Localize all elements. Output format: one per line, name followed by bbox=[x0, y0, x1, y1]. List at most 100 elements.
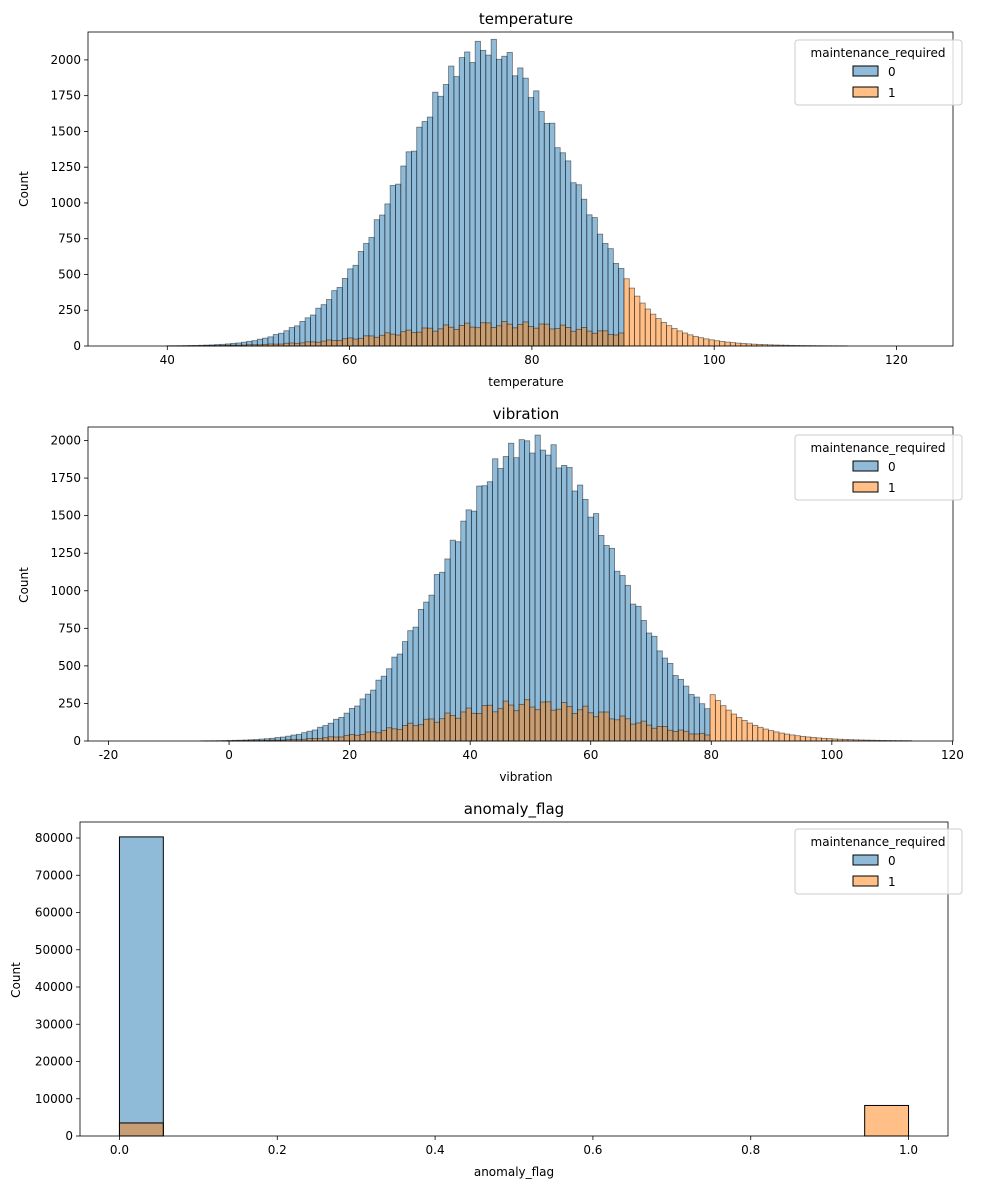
legend-label-1: 1 bbox=[888, 875, 896, 889]
bar-class-1 bbox=[439, 718, 446, 742]
bar-class-0 bbox=[522, 77, 529, 347]
bar-class-0 bbox=[476, 485, 483, 742]
bar-class-0 bbox=[368, 237, 375, 347]
bar-class-1 bbox=[405, 329, 412, 347]
bar-class-1 bbox=[416, 331, 423, 347]
bar-class-1 bbox=[730, 713, 737, 742]
y-tick-label: 2000 bbox=[50, 434, 81, 448]
bar-class-1 bbox=[709, 694, 716, 742]
bar-class-1 bbox=[370, 731, 377, 742]
bar-class-0 bbox=[449, 539, 456, 742]
bar-class-0 bbox=[571, 490, 578, 742]
bar-class-1 bbox=[417, 724, 425, 742]
bar-class-1 bbox=[725, 709, 732, 742]
bar-class-1 bbox=[485, 322, 492, 347]
bar-class-1 bbox=[794, 735, 801, 742]
bar-class-1 bbox=[448, 326, 455, 347]
x-tick-label: 0.6 bbox=[583, 1143, 602, 1157]
bar-class-1 bbox=[571, 713, 578, 742]
x-tick-label: 1.0 bbox=[899, 1143, 918, 1157]
bar-class-1 bbox=[412, 725, 419, 742]
bar-class-1 bbox=[603, 711, 610, 742]
x-tick-label: 100 bbox=[820, 748, 843, 762]
bar-class-1 bbox=[333, 736, 340, 742]
bar-class-1 bbox=[465, 707, 472, 742]
x-tick-label: 0 bbox=[225, 748, 233, 762]
bar-class-1 bbox=[692, 335, 699, 347]
bar-class-0 bbox=[464, 51, 471, 347]
bar-class-0 bbox=[581, 198, 588, 347]
y-axis-label: Count bbox=[17, 171, 31, 207]
bar-class-1 bbox=[682, 332, 689, 347]
y-tick-label: 500 bbox=[58, 659, 81, 673]
plot-frame bbox=[87, 31, 954, 347]
chart-title: vibration bbox=[493, 405, 560, 423]
bar-class-0 bbox=[543, 122, 550, 347]
bar-class-0 bbox=[667, 662, 674, 742]
x-tick-label: 60 bbox=[583, 748, 598, 762]
bar-class-1 bbox=[320, 340, 327, 347]
bar-class-1 bbox=[815, 737, 822, 742]
bar-class-1 bbox=[666, 325, 673, 347]
bar-class-1 bbox=[437, 328, 444, 347]
bar-class-1 bbox=[735, 342, 742, 347]
bar-class-1 bbox=[704, 734, 711, 742]
bar-class-1 bbox=[433, 721, 440, 742]
bar-class-1 bbox=[586, 330, 593, 347]
bar-class-1 bbox=[359, 734, 366, 742]
bar-class-1 bbox=[539, 701, 547, 742]
bar-class-0 bbox=[417, 609, 425, 742]
bar-class-0 bbox=[587, 516, 594, 742]
bar-class-1 bbox=[533, 327, 540, 347]
bar-class-1 bbox=[347, 337, 354, 347]
bar-class-0 bbox=[453, 76, 460, 347]
bar-class-1 bbox=[762, 728, 769, 742]
bar-class-0 bbox=[460, 520, 467, 742]
plot-area: -20 0 20 40 60 80 100 120 0 250 500 750 1000 1250 1500… bbox=[50, 426, 964, 762]
bar-class-1 bbox=[597, 330, 604, 347]
plot-frame bbox=[79, 821, 949, 1137]
bar-class-1 bbox=[607, 334, 614, 347]
bar-class-0 bbox=[426, 116, 434, 347]
y-tick-label: 750 bbox=[58, 232, 81, 246]
bar-class-1 bbox=[640, 720, 647, 742]
bar-class-1 bbox=[799, 735, 806, 742]
plot-frame bbox=[87, 426, 954, 742]
legend-swatch-0 bbox=[852, 460, 879, 472]
bar-class-1 bbox=[299, 342, 306, 347]
legend: maintenance_required 0 1 bbox=[794, 828, 963, 895]
bar-class-1 bbox=[667, 729, 674, 742]
y-tick-label: 60000 bbox=[35, 906, 73, 920]
bar-class-1 bbox=[554, 328, 561, 347]
bar-class-0 bbox=[517, 67, 524, 347]
y-tick-label: 1750 bbox=[50, 89, 81, 103]
bar-class-0 bbox=[496, 58, 503, 347]
bar-class-1 bbox=[421, 327, 428, 347]
bar-class-1 bbox=[315, 341, 322, 347]
bar-class-0 bbox=[331, 290, 338, 347]
bar-class-0 bbox=[592, 513, 600, 742]
bar-class-1 bbox=[561, 702, 568, 742]
bar-class-1 bbox=[697, 337, 705, 347]
bar-class-0 bbox=[550, 444, 557, 742]
bar-class-1 bbox=[661, 726, 669, 742]
bar-class-1 bbox=[395, 334, 402, 347]
bar-class-1 bbox=[634, 295, 641, 347]
bar-class-0 bbox=[437, 95, 444, 347]
bar-class-0 bbox=[320, 304, 327, 347]
bar-class-1 bbox=[453, 329, 460, 347]
bar-class-0 bbox=[486, 481, 493, 742]
bar-class-1 bbox=[656, 726, 663, 742]
bar-class-1 bbox=[283, 342, 290, 347]
bar-class-0 bbox=[299, 321, 306, 347]
legend-title: maintenance_required bbox=[811, 46, 946, 60]
bar-class-1 bbox=[373, 336, 380, 347]
bar-class-1 bbox=[534, 709, 541, 742]
bar-class-1 bbox=[614, 719, 621, 742]
bar-class-0 bbox=[485, 54, 492, 347]
bar-class-1 bbox=[118, 1122, 164, 1137]
bar-class-0 bbox=[630, 603, 637, 742]
bar-class-1 bbox=[341, 338, 349, 347]
bar-class-1 bbox=[375, 732, 382, 742]
bar-class-1 bbox=[486, 704, 493, 742]
